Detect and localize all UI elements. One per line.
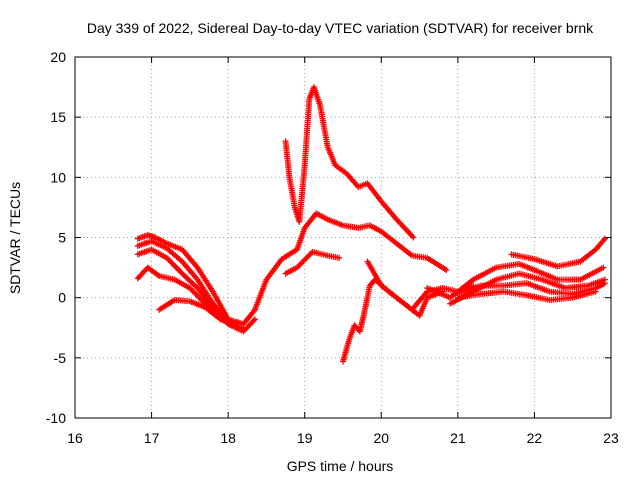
data-point	[176, 267, 183, 274]
data-point	[172, 263, 179, 270]
data-point	[601, 235, 608, 242]
data-point	[600, 264, 607, 271]
data-point	[410, 234, 417, 241]
data-point	[443, 266, 450, 273]
data-point	[296, 261, 303, 268]
y-tick-label: -10	[46, 410, 66, 426]
y-tick-label: 5	[58, 230, 66, 246]
data-point	[166, 257, 173, 264]
data-point	[307, 250, 314, 257]
data-point	[191, 289, 198, 296]
x-tick-label: 16	[67, 430, 83, 446]
data-point	[250, 317, 257, 324]
x-tick-label: 18	[220, 430, 236, 446]
data-point	[305, 253, 312, 260]
y-tick-label: 10	[50, 169, 66, 185]
x-tick-label: 22	[527, 430, 543, 446]
data-point	[601, 280, 608, 287]
y-tick-label: 20	[50, 49, 66, 65]
data-point	[592, 288, 599, 295]
series-track-3	[134, 246, 258, 335]
y-tick-label: 0	[58, 290, 66, 306]
series-track-7	[282, 84, 417, 241]
data-point	[168, 259, 175, 266]
series-track-12	[451, 280, 608, 298]
data-point	[303, 254, 310, 261]
data-point	[299, 258, 306, 265]
data-point	[175, 266, 182, 273]
x-tick-label: 21	[450, 430, 466, 446]
series-track-1	[134, 210, 450, 328]
data-point	[170, 262, 177, 269]
series-track-6	[282, 248, 343, 277]
data-markers	[134, 84, 608, 365]
x-tick-label: 17	[144, 430, 160, 446]
x-axis-label: GPS time / hours	[287, 458, 394, 474]
y-axis-label: SDTVAR / TECUs	[7, 182, 23, 294]
x-tick-label: 20	[373, 430, 389, 446]
y-tick-label: -5	[54, 350, 67, 366]
data-point	[189, 287, 196, 294]
data-point	[173, 264, 180, 271]
data-point	[302, 256, 309, 263]
series-track-14	[508, 235, 608, 270]
chart-title: Day 339 of 2022, Sidereal Day-to-day VTE…	[87, 20, 594, 36]
data-point	[228, 321, 235, 328]
series-track-5	[156, 297, 235, 328]
data-point	[232, 322, 239, 329]
series-track-9	[364, 258, 477, 313]
x-tick-label: 19	[297, 430, 313, 446]
axis-ticks: 16 17 18 19 20 21 22 23 -10 -5 0 5 10 15 20	[46, 49, 619, 446]
y-tick-label: 15	[50, 109, 66, 125]
series-track-13	[454, 288, 599, 304]
data-point	[169, 260, 176, 267]
data-point	[298, 260, 305, 267]
data-point	[301, 257, 308, 264]
data-point	[251, 316, 258, 323]
data-point	[336, 254, 343, 261]
x-tick-label: 23	[603, 430, 619, 446]
